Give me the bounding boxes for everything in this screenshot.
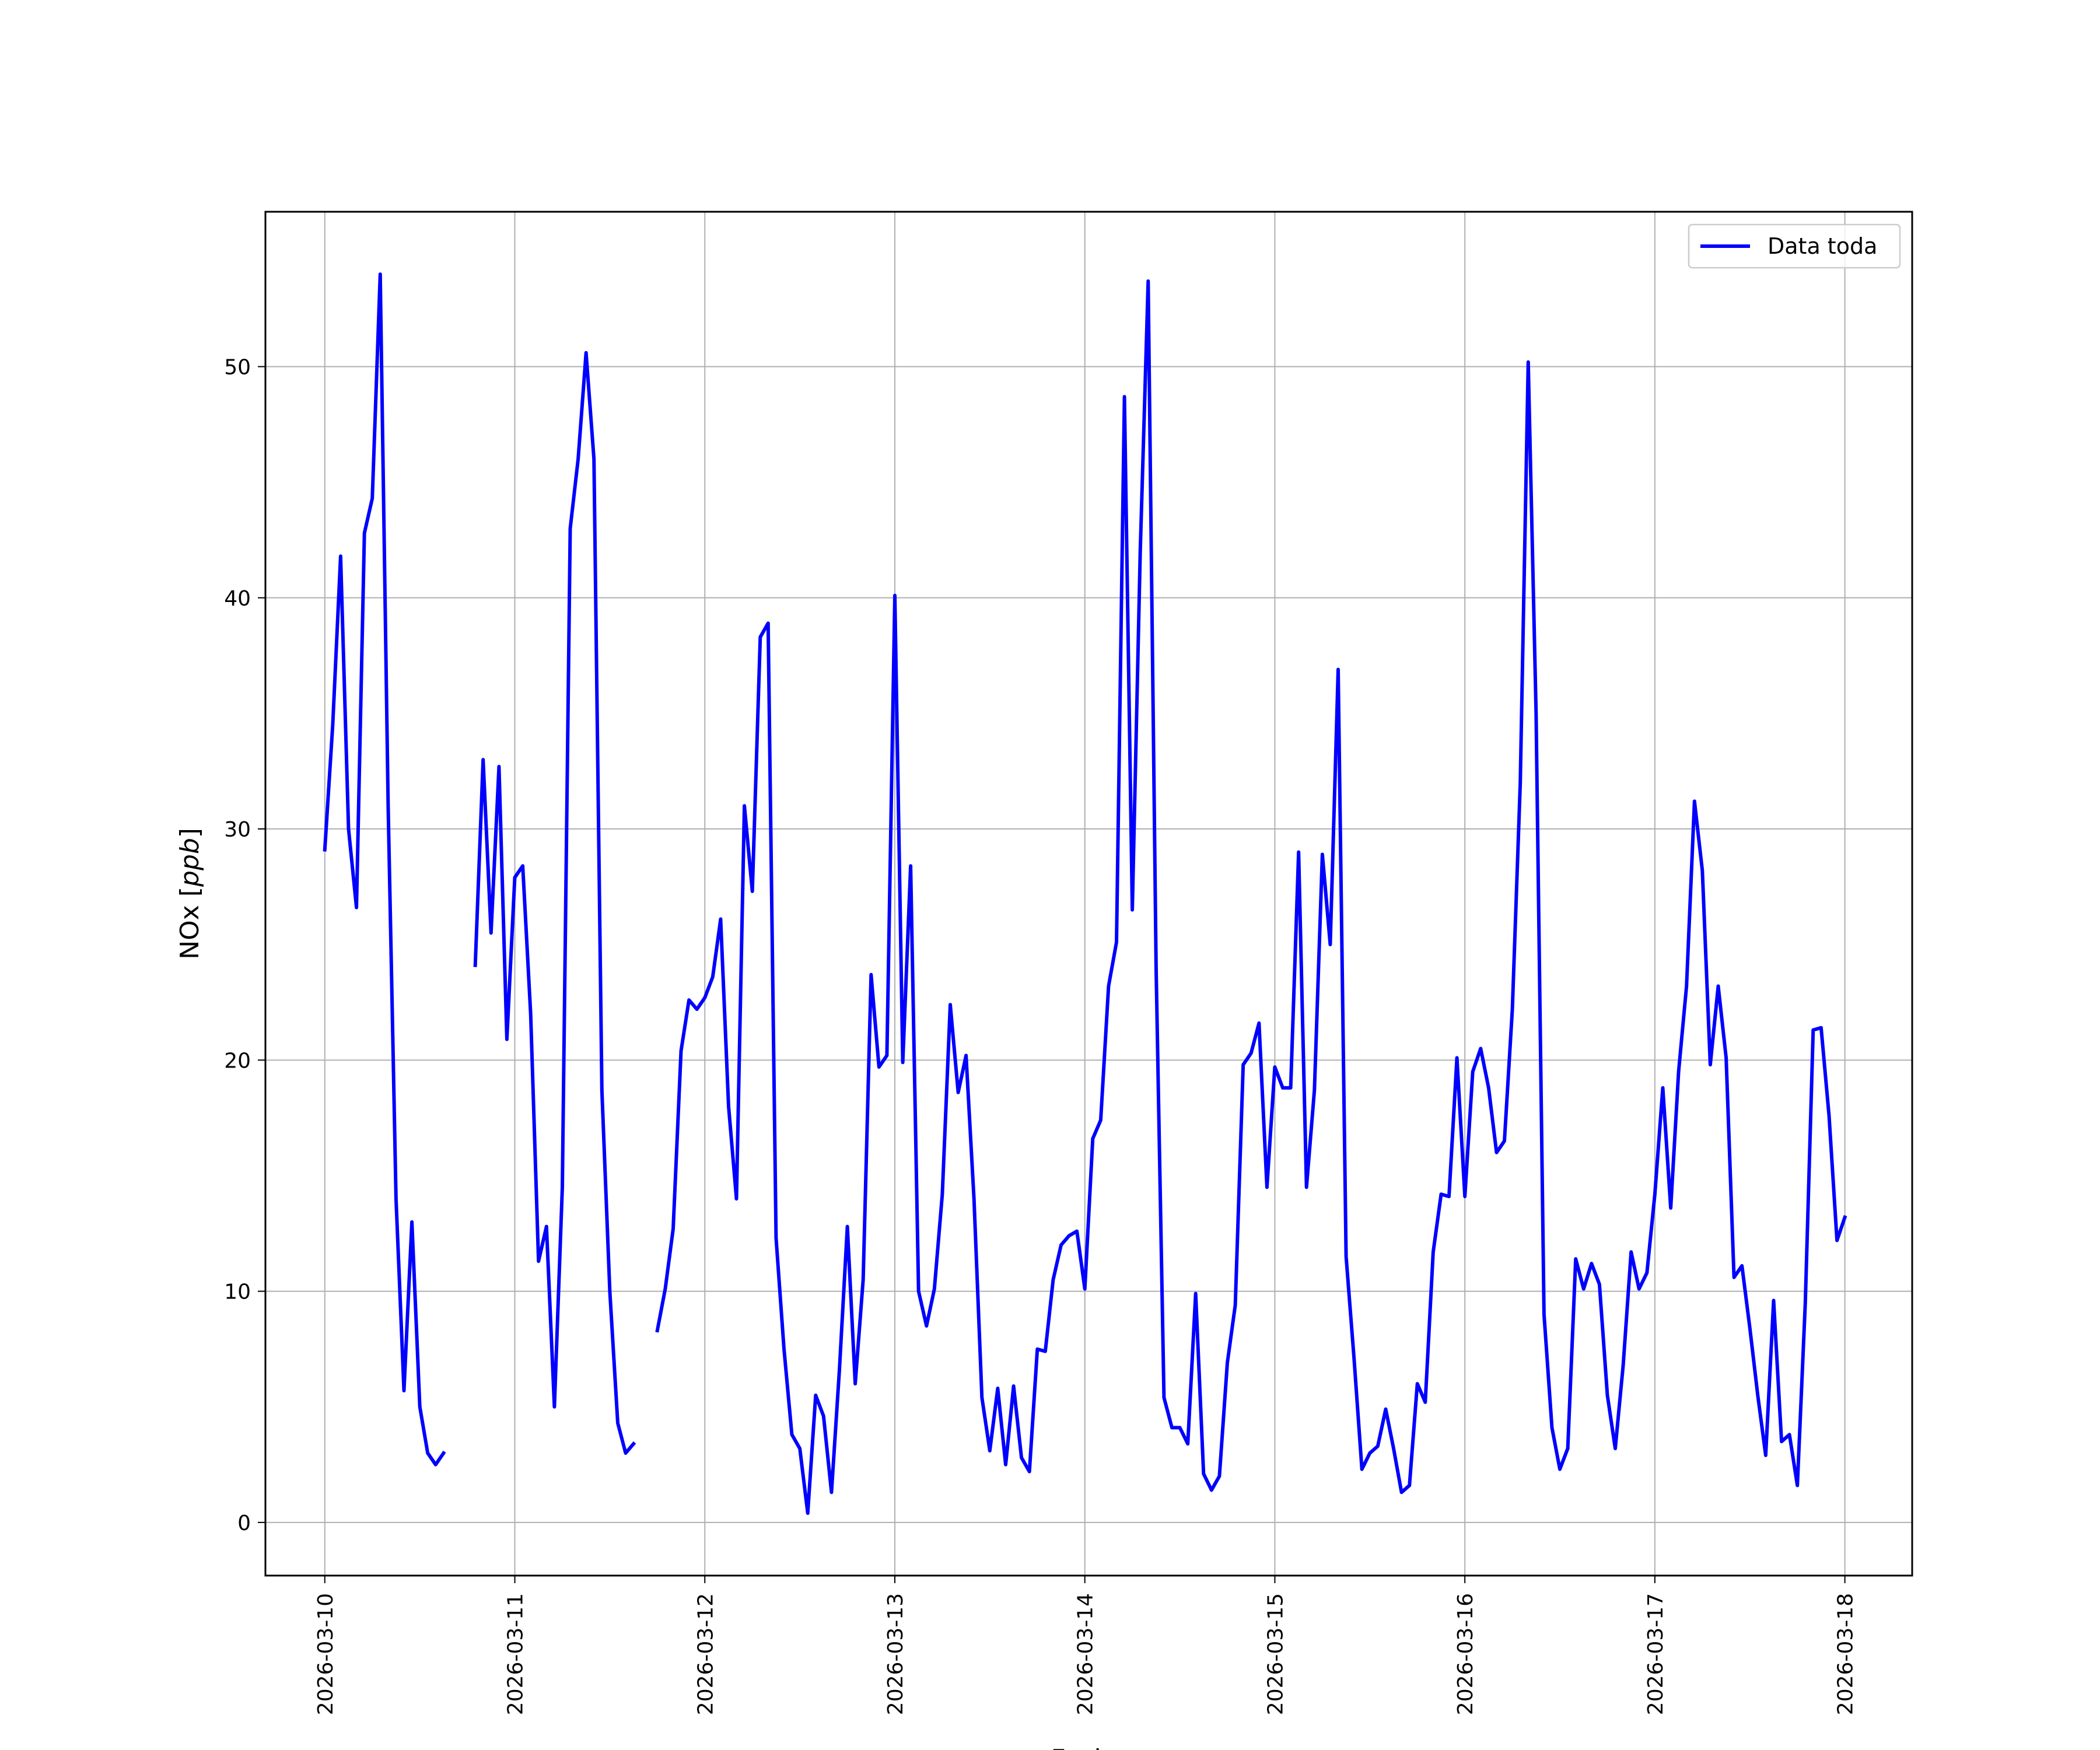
- x-tick-label: 2026-03-14: [1074, 1593, 1098, 1715]
- x-tick-label: 2026-03-17: [1644, 1593, 1668, 1715]
- tick-labels: 0 10 20 30 40 50 2026-03-10 2026-03-11 2026-03-1…: [224, 356, 1857, 1716]
- grid-lines: [265, 212, 1912, 1576]
- series-lines: [323, 272, 1847, 1515]
- y-axis-title-base: NOx [: [175, 887, 205, 960]
- x-tick-label: 2026-03-16: [1454, 1593, 1478, 1715]
- legend-box: [1688, 223, 1901, 269]
- y-tick-label: 10: [224, 1280, 251, 1304]
- x-tick-label: 2026-03-18: [1834, 1593, 1858, 1715]
- y-axis-title: NOx [ppb]: [175, 828, 205, 960]
- x-tick-label: 2026-03-11: [504, 1593, 528, 1715]
- x-tick-label: 2026-03-15: [1264, 1593, 1287, 1715]
- x-tick-label: 2026-03-12: [694, 1593, 718, 1715]
- legend: Data toda: [1688, 223, 1901, 269]
- y-axis-title-unit: ppb: [175, 838, 205, 887]
- legend-label: Data toda: [1768, 233, 1877, 259]
- x-tick-label: 2026-03-13: [884, 1593, 908, 1715]
- y-tick-label: 40: [224, 587, 251, 611]
- series-line-segment: [323, 272, 446, 1466]
- x-axis-title: Fecha: [1051, 1744, 1126, 1750]
- y-tick-label: 50: [224, 356, 251, 380]
- y-axis-title-close: ]: [175, 828, 205, 838]
- y-tick-label: 0: [237, 1511, 251, 1535]
- y-tick-label: 20: [224, 1049, 251, 1073]
- x-tick-label: 2026-03-10: [314, 1593, 338, 1715]
- series-line-segment: [473, 351, 636, 1455]
- y-tick-label: 30: [224, 818, 251, 842]
- series-line-segment: [655, 279, 1847, 1515]
- plot-frame: [264, 211, 1913, 1577]
- axis-ticks: [258, 366, 1846, 1583]
